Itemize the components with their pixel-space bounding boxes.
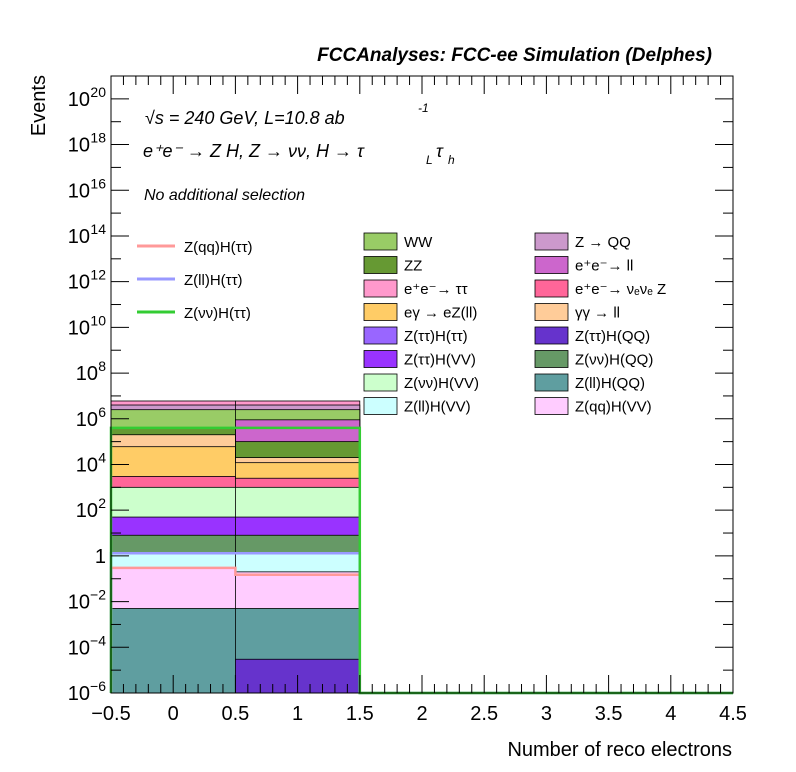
legend-swatch-e-e-ll — [534, 256, 569, 274]
legend-label: e⁺e⁻→ ττ — [404, 281, 468, 298]
y-tick-label-exponent: −2 — [90, 587, 106, 603]
x-tick-label: 2.5 — [470, 703, 498, 725]
axes: −0.5 0 0.5 1 1.5 2 2.5 3 3.5 4 4.5−610−410−2101210… — [68, 75, 747, 725]
y-tick-label: 1 — [95, 546, 106, 568]
legend-label: Z(ll)H(QQ) — [575, 375, 645, 392]
legend-label: Z(νν)H(VV) — [404, 375, 479, 392]
legend-label: Z(νν)H(ττ) — [184, 305, 251, 322]
y-tick-label-exponent: 6 — [98, 404, 106, 420]
y-tick-label: 10 — [68, 89, 90, 111]
y-tick-label: 10 — [68, 317, 90, 339]
y-tick-label: 10 — [68, 272, 90, 294]
process-annotation: e⁺e⁻ → Z H, Z → νν, H → τ L τ h — [143, 141, 455, 167]
legend-label: Z(ττ)H(VV) — [404, 352, 476, 369]
legend-swatch-z-h-qq — [534, 326, 569, 345]
selection-text: No additional selection — [144, 187, 305, 204]
legend-label: e⁺e⁻→ νₑνₑ Z — [575, 281, 666, 298]
y-axis-label: Events — [28, 75, 50, 136]
legend-label: Z → QQ — [575, 234, 631, 251]
process-subscript-h: h — [448, 153, 455, 167]
legend-label: Z(qq)H(ττ) — [184, 239, 253, 256]
plot-area — [109, 400, 733, 695]
x-tick-label: 2 — [416, 703, 427, 725]
x-tick-label: 3.5 — [595, 703, 623, 725]
legend-label: eγ → eZ(ll) — [404, 305, 477, 322]
legend-label: Z(νν)H(QQ) — [575, 352, 653, 369]
legend-swatch-ll — [534, 303, 569, 321]
y-tick-label-exponent: −4 — [90, 632, 106, 648]
x-tick-label: 3 — [541, 703, 552, 725]
y-tick-label-exponent: 10 — [90, 312, 106, 328]
legend-label: Z(ll)H(VV) — [404, 399, 471, 416]
legend-swatch-z-qq-h-vv — [534, 397, 569, 415]
legend-swatch-ww — [363, 232, 398, 251]
y-tick-label: 10 — [68, 226, 90, 248]
legend-swatch-zz — [363, 256, 398, 274]
y-tick-label: 10 — [68, 135, 90, 157]
x-tick-label: 0 — [168, 703, 179, 725]
legend-label: Z(ττ)H(ττ) — [404, 328, 468, 345]
y-tick-label-exponent: 14 — [90, 221, 106, 237]
legend-label: ZZ — [404, 258, 422, 275]
legend-label: Z(ll)H(ττ) — [184, 272, 243, 289]
x-tick-label: 0.5 — [221, 703, 249, 725]
legend-swatch-z-h — [363, 326, 398, 345]
legend-label: Z(qq)H(VV) — [575, 399, 652, 416]
legend-swatch-z-ll-h-vv — [363, 397, 398, 415]
legend-label: γγ → ll — [575, 305, 620, 322]
legend-label: Z(ττ)H(QQ) — [575, 328, 650, 345]
legend-swatch-z-h-qq — [534, 350, 569, 368]
y-tick-label-exponent: 16 — [90, 175, 106, 191]
annotations: √s = 240 GeV, L=10.8 ab -1 e⁺e⁻ → Z H, Z… — [143, 101, 455, 204]
x-axis-label: Number of reco electrons — [507, 739, 732, 761]
legend-label: WW — [404, 234, 433, 251]
legend-swatch-z-ll-h-qq — [534, 373, 569, 392]
y-tick-label: 10 — [76, 409, 98, 431]
legend-swatch-z-qq — [534, 232, 569, 251]
y-tick-label-exponent: 2 — [98, 495, 106, 511]
x-tick-label: 4.5 — [719, 703, 747, 725]
y-tick-label-exponent: 4 — [98, 449, 106, 465]
legend-swatch-z-h-vv — [363, 373, 398, 392]
x-tick-label: −0.5 — [91, 703, 130, 725]
y-tick-label: 10 — [68, 592, 90, 614]
y-tick-label: 10 — [68, 683, 90, 705]
x-tick-label: 4 — [665, 703, 676, 725]
energy-lumi-text: √s = 240 GeV, L=10.8 ab — [145, 108, 345, 128]
legend-swatch-e-ez-ll — [363, 303, 398, 321]
lumi-exponent: -1 — [418, 101, 429, 115]
chart-title: FCCAnalyses: FCC-ee Simulation (Delphes) — [317, 45, 712, 66]
process-subscript-L: L — [426, 153, 433, 167]
x-tick-label: 1 — [292, 703, 303, 725]
y-tick-label-exponent: 8 — [98, 358, 106, 374]
x-tick-label: 1.5 — [346, 703, 374, 725]
y-tick-label: 10 — [68, 180, 90, 202]
legend-swatch-e-e — [363, 279, 398, 298]
legend-label: e⁺e⁻→ ll — [575, 258, 633, 275]
y-tick-label-exponent: −6 — [90, 678, 106, 694]
process-tau-h: τ — [436, 141, 444, 161]
legend-swatch-e-e-z — [534, 279, 569, 298]
y-tick-label-exponent: 18 — [90, 130, 106, 146]
legend-swatch-z-h-vv — [363, 350, 398, 368]
y-tick-label-exponent: 12 — [90, 267, 106, 283]
y-tick-label: 10 — [68, 637, 90, 659]
y-tick-label: 10 — [76, 500, 98, 522]
energy-lumi-annotation: √s = 240 GeV, L=10.8 ab -1 — [145, 101, 429, 128]
y-tick-label-exponent: 20 — [90, 84, 106, 100]
process-text: e⁺e⁻ → Z H, Z → νν, H → τ — [143, 141, 365, 161]
y-tick-label: 10 — [76, 363, 98, 385]
legend: Z(qq)H(ττ) Z(ll)H(ττ) Z(νν)H(ττ) WW ZZ e⁺e⁻→ … — [137, 232, 666, 416]
y-tick-label: 10 — [76, 454, 98, 476]
